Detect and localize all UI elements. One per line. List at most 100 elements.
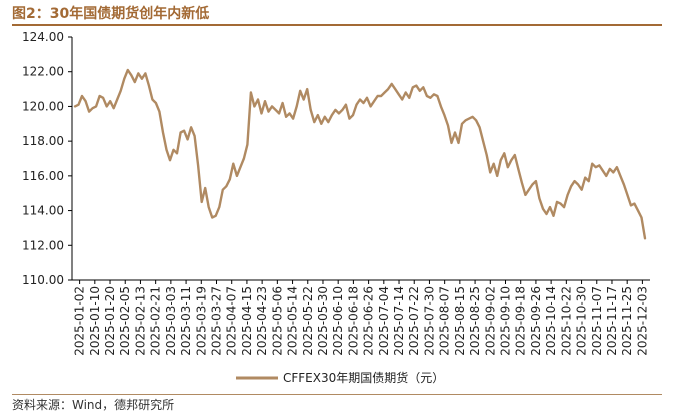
data-point <box>475 119 477 122</box>
x-tick-label: 2025-08-25 <box>468 286 482 356</box>
data-point <box>112 107 115 110</box>
data-point <box>366 96 368 99</box>
series-points <box>74 69 646 240</box>
x-axis-ticks: 2025-01-02 2025-01-10 2025-01-20 2025-02-05… <box>73 280 649 356</box>
data-point <box>105 105 108 108</box>
data-point <box>422 86 425 89</box>
data-point <box>274 109 277 111</box>
data-point <box>250 91 252 94</box>
data-point <box>176 152 178 155</box>
x-tick-label: 2025-05-22 <box>301 286 315 356</box>
data-point <box>278 112 280 115</box>
data-point <box>580 188 583 191</box>
x-tick-label: 2025-02-05 <box>118 286 132 356</box>
data-point <box>172 148 175 151</box>
data-point <box>440 105 442 108</box>
y-axis-ticks: 110.00 112.00 114.00 116.00 118.00 120.00 122.… <box>22 30 72 287</box>
data-point <box>404 91 407 94</box>
data-point <box>496 175 499 177</box>
data-point <box>155 102 157 104</box>
data-point <box>521 181 523 184</box>
data-point <box>559 202 562 205</box>
data-point <box>345 103 347 106</box>
y-tick-label: 124.00 <box>22 30 64 44</box>
data-point <box>295 105 298 108</box>
data-point <box>285 115 287 118</box>
source-rule <box>12 394 662 395</box>
data-point <box>116 98 119 101</box>
data-point <box>281 102 284 104</box>
data-point <box>193 135 196 137</box>
data-point <box>200 201 203 203</box>
data-point <box>91 107 94 110</box>
data-point <box>207 206 210 209</box>
data-point <box>524 194 527 196</box>
data-point <box>619 175 622 177</box>
data-point <box>348 117 351 120</box>
y-tick-label: 118.00 <box>22 134 64 148</box>
x-tick-label: 2025-08-07 <box>438 286 452 356</box>
data-point <box>126 69 129 71</box>
figure-title: 图2：30年国债期货创年内新低 <box>12 6 210 22</box>
data-point <box>492 162 495 165</box>
data-point <box>478 126 481 129</box>
data-point <box>552 214 555 217</box>
data-point <box>563 206 565 209</box>
line-chart: 110.00 112.00 114.00 116.00 118.00 120.00 122.… <box>22 30 650 385</box>
source-note: 资料来源：Wind，德邦研究所 <box>12 398 175 412</box>
x-tick-label: 2025-02-13 <box>133 286 147 356</box>
x-tick-label: 2025-04-07 <box>225 286 239 356</box>
x-tick-label: 2025-07-14 <box>392 286 406 356</box>
data-point <box>362 102 365 104</box>
data-point <box>162 131 164 134</box>
data-point <box>376 95 379 97</box>
data-point <box>612 171 615 174</box>
data-point <box>447 124 449 127</box>
data-point <box>616 166 618 169</box>
x-tick-label: 2025-09-18 <box>514 286 528 356</box>
data-point <box>503 152 506 155</box>
data-point <box>394 88 397 90</box>
data-point <box>397 93 400 96</box>
legend-label: CFFEX30年期国债期货（元） <box>283 370 444 385</box>
data-point <box>355 103 358 106</box>
y-tick-label: 120.00 <box>22 99 64 113</box>
data-point <box>418 89 421 92</box>
data-point <box>331 114 333 116</box>
data-point <box>169 159 171 162</box>
x-tick-label: 2025-11-07 <box>590 286 604 356</box>
x-tick-label: 2025-04-15 <box>240 286 254 356</box>
data-point <box>443 114 446 116</box>
data-point <box>253 105 256 108</box>
data-point <box>313 121 316 123</box>
data-point <box>429 96 432 99</box>
data-point <box>556 201 558 203</box>
data-point <box>267 110 270 113</box>
data-point <box>218 206 221 209</box>
x-tick-label: 2025-10-22 <box>559 286 573 356</box>
data-point <box>228 178 231 181</box>
data-point <box>302 98 305 101</box>
x-tick-label: 2025-07-30 <box>422 286 436 356</box>
x-tick-label: 2025-06-18 <box>346 286 360 356</box>
data-point <box>77 103 80 106</box>
x-tick-label: 2025-06-26 <box>362 286 376 356</box>
x-tick-label: 2025-07-22 <box>407 286 421 356</box>
data-point <box>211 216 214 219</box>
data-point <box>605 175 608 177</box>
data-point <box>623 183 625 186</box>
data-point <box>323 115 326 118</box>
x-tick-label: 2025-09-10 <box>499 286 513 356</box>
data-point <box>299 89 302 92</box>
x-tick-label: 2025-01-02 <box>73 286 87 356</box>
data-point <box>608 168 611 170</box>
data-point <box>148 84 150 87</box>
data-point <box>352 114 354 116</box>
data-point <box>271 105 273 108</box>
y-tick-label: 122.00 <box>22 65 64 79</box>
data-point <box>401 98 404 101</box>
data-point <box>236 175 238 177</box>
data-point <box>390 83 393 85</box>
title-rule <box>12 24 662 26</box>
data-point <box>359 98 361 101</box>
